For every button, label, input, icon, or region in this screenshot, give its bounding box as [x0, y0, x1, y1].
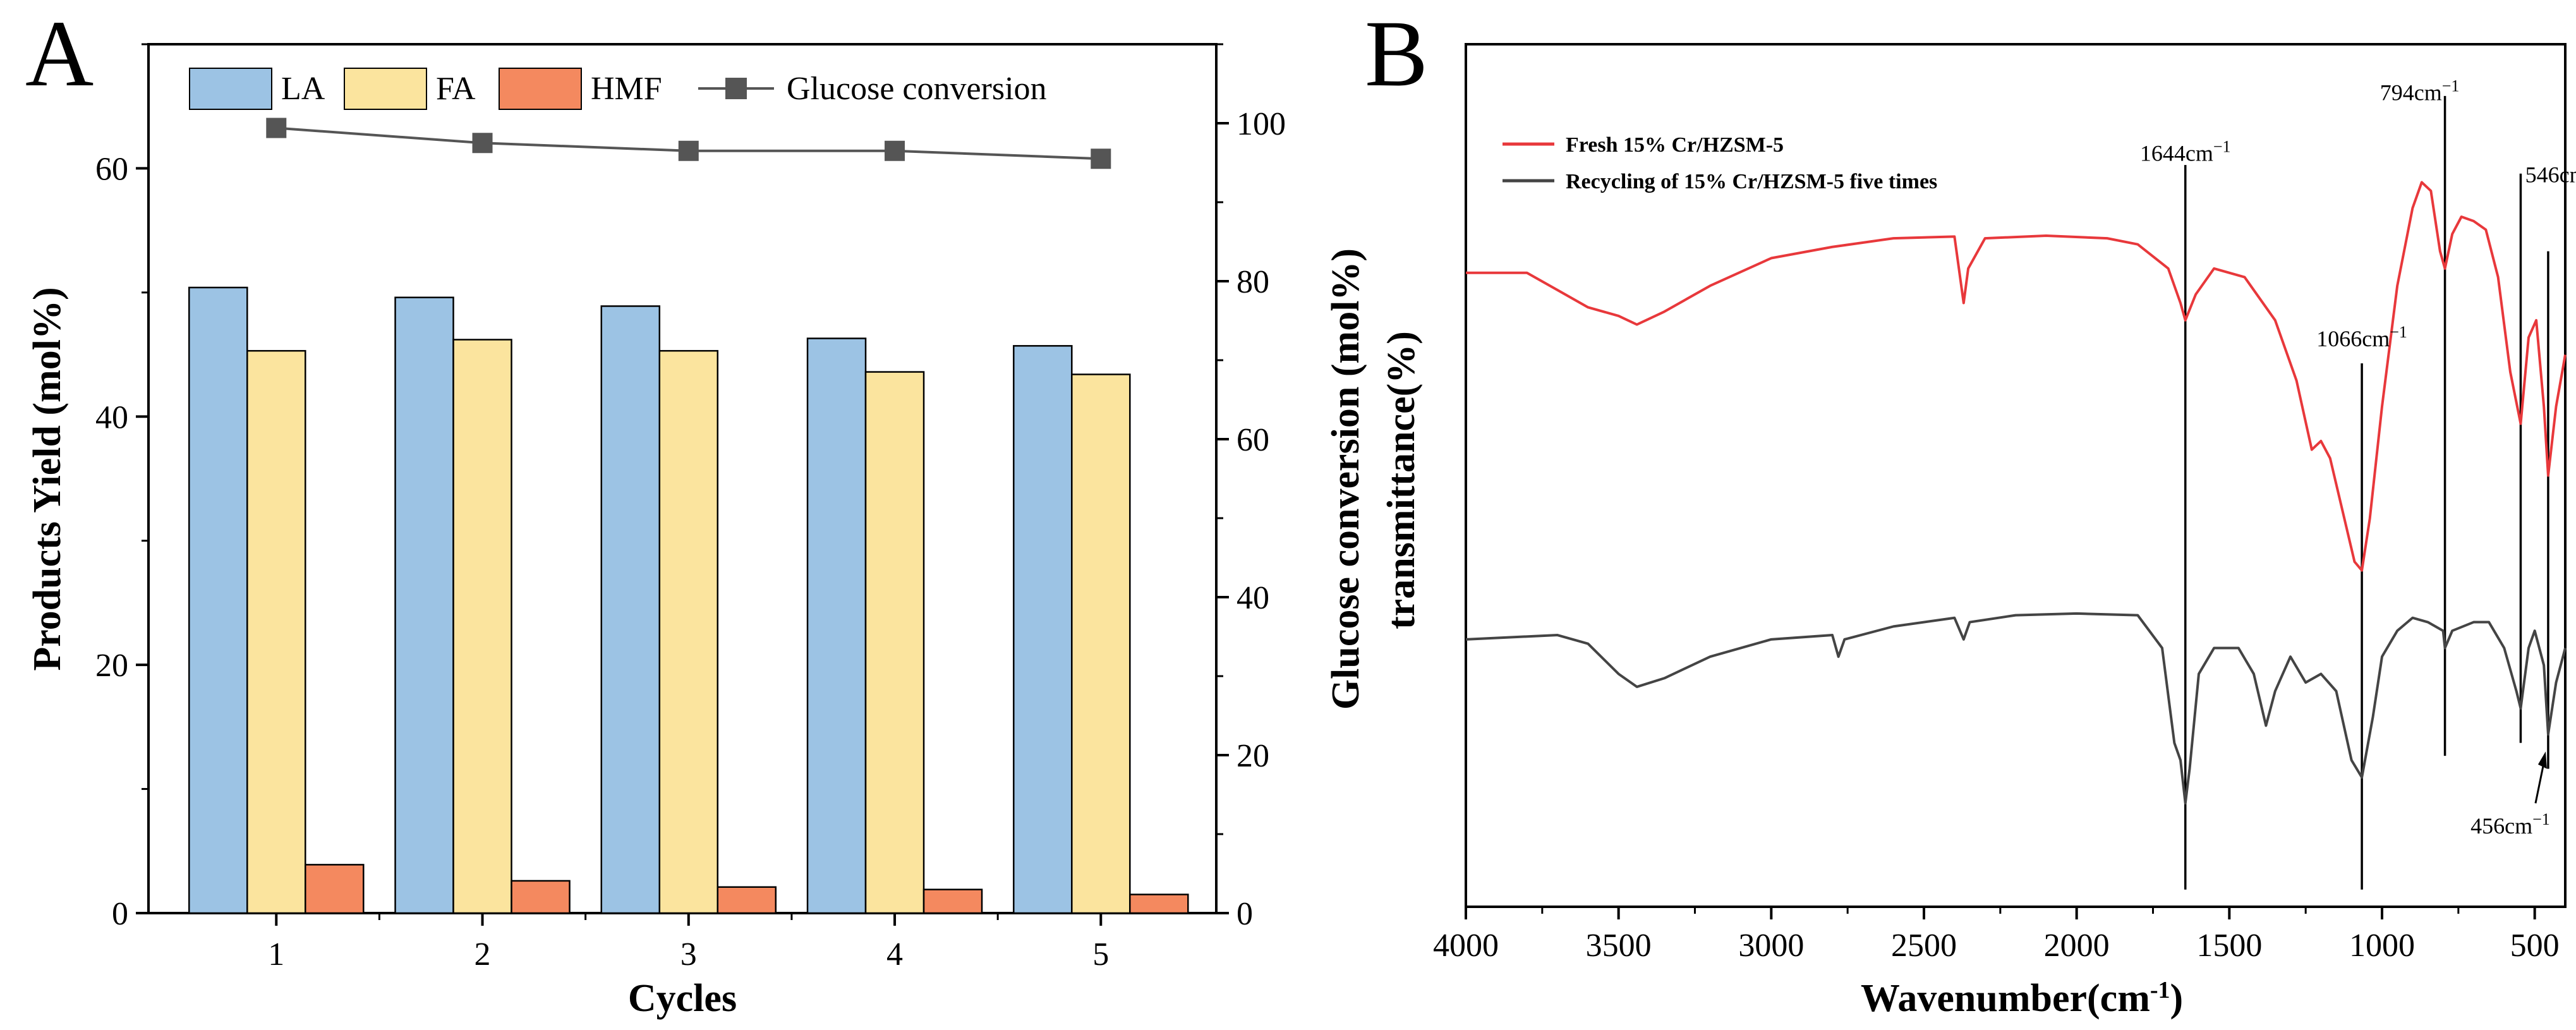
peak-label-1644: 1644cm−1 — [2140, 137, 2231, 166]
y2-tick-label-60: 60 — [1237, 422, 1269, 458]
legend-label-fresh: Fresh 15% Cr/HZSM-5 — [1566, 133, 1784, 157]
bar-la-cycle-1 — [188, 286, 248, 914]
y2-tick-label-40: 40 — [1237, 580, 1269, 616]
legend-label-fa: FA — [436, 71, 476, 107]
x-tick-label-1: 1 — [268, 936, 284, 972]
y2-tick-label-80: 80 — [1237, 264, 1269, 300]
panel-a-legend: LA FA HMF Glucose conversion — [189, 68, 1047, 110]
panel-b-peak-markers — [2184, 95, 2549, 890]
panel-b-x-axis-title-close: ) — [2170, 977, 2184, 1020]
bar-fa-cycle-1 — [246, 349, 306, 914]
y-tick-label-20: 20 — [95, 648, 128, 684]
b-x-tick-label-2500: 2500 — [1891, 928, 1957, 964]
panel-b-label: B — [1365, 1, 1428, 106]
peak-label-text-546: 546cm — [2525, 162, 2576, 187]
b-x-tick-label-500: 500 — [2510, 928, 2560, 964]
panel-a-label: A — [25, 1, 94, 106]
x-tick-label-2: 2 — [475, 936, 491, 972]
panel-b-x-axis-title-main: Wavenumber(cm — [1861, 977, 2150, 1020]
peak-label-text-1644: 1644cm — [2140, 140, 2213, 166]
b-x-tick-label-3000: 3000 — [1738, 928, 1804, 964]
peak-label-sup-1066: −1 — [2390, 322, 2407, 341]
legend-swatch-la — [189, 68, 272, 110]
b-x-tick-label-1500: 1500 — [2196, 928, 2262, 964]
legend-marker-glucose — [725, 78, 747, 99]
x-tick-label-3: 3 — [680, 936, 697, 972]
peak-label-sup-794: −1 — [2442, 76, 2460, 95]
legend-label-recycled: Recycling of 15% Cr/HZSM-5 five times — [1566, 170, 1937, 193]
panel-a-x-axis-title: Cycles — [628, 977, 737, 1020]
bar-fa-cycle-3 — [658, 349, 719, 914]
bar-hmf-cycle-3 — [717, 886, 777, 914]
legend-swatch-hmf — [499, 68, 582, 110]
y2-tick-label-20: 20 — [1237, 738, 1269, 774]
y-tick-label-0: 0 — [112, 896, 128, 932]
glucose-conversion-point-cycle-5 — [1091, 148, 1111, 169]
legend-swatch-fa — [344, 68, 427, 110]
peak-label-text-794: 794cm — [2380, 80, 2442, 106]
bar-la-cycle-3 — [600, 305, 661, 914]
spectrum-recycled — [1465, 612, 2567, 805]
peak-label-794: 794cm−1 — [2380, 76, 2460, 106]
spectrum-fresh — [1466, 181, 2567, 572]
panel-b-spectra — [1465, 181, 2567, 805]
panel-a-axes-ticks: 0 20 40 60 0 20 40 60 80 100 1 2 3 4 5 — [95, 43, 1286, 972]
bar-hmf-cycle-2 — [511, 880, 571, 914]
y-tick-label-60: 60 — [95, 151, 128, 187]
panel-a-conversion-line — [266, 118, 1111, 169]
glucose-conversion-point-cycle-2 — [472, 133, 493, 154]
panel-b-chart: B 4000 3500 3000 2500 2000 1500 1000 500 1644cm… — [1365, 1, 2576, 1020]
panel-a-y2-axis-title: Glucose conversion (mol%) — [1324, 248, 1367, 710]
legend-label-la: LA — [281, 71, 325, 107]
bar-fa-cycle-2 — [452, 339, 512, 914]
glucose-conversion-point-cycle-3 — [678, 140, 699, 161]
bar-fa-cycle-5 — [1071, 373, 1131, 914]
panel-a-bars — [188, 286, 1189, 914]
legend-label-glucose: Glucose conversion — [787, 71, 1047, 107]
peak-label-sup-1644: −1 — [2213, 137, 2231, 155]
b-x-tick-label-2000: 2000 — [2044, 928, 2110, 964]
peak-label-546: 546cm−1 — [2525, 159, 2576, 188]
peak-arrowhead-456 — [2537, 751, 2547, 769]
panel-b-legend: Fresh 15% Cr/HZSM-5 Recycling of 15% Cr/… — [1503, 133, 1937, 193]
panel-b-x-axis-ticks: 4000 3500 3000 2500 2000 1500 1000 500 — [1433, 907, 2560, 964]
y-tick-label-40: 40 — [95, 399, 128, 435]
panel-a-y-axis-title: Products Yield (mol%) — [26, 287, 69, 670]
x-tick-label-4: 4 — [886, 936, 903, 972]
glucose-conversion-point-cycle-1 — [266, 118, 287, 138]
bar-la-cycle-4 — [806, 337, 867, 914]
legend-label-hmf: HMF — [591, 71, 662, 107]
panel-b-x-axis-title-sup: -1 — [2150, 977, 2170, 1003]
x-tick-label-5: 5 — [1092, 936, 1109, 972]
bar-fa-cycle-4 — [864, 371, 925, 914]
y2-tick-label-100: 100 — [1237, 106, 1286, 142]
panel-b-plot-frame — [1465, 43, 2567, 908]
peak-label-1066: 1066cm−1 — [2316, 322, 2407, 351]
panel-a-chart: A 0 20 40 60 0 20 40 60 80 100 1 2 3 4 5 LA FA HMF Glu… — [25, 1, 1367, 1020]
b-x-tick-label-1000: 1000 — [2349, 928, 2415, 964]
peak-label-456: 456cm−1 — [2470, 809, 2550, 839]
bar-hmf-cycle-1 — [305, 864, 365, 914]
bar-la-cycle-5 — [1013, 345, 1073, 914]
b-x-tick-label-4000: 4000 — [1433, 928, 1499, 964]
peak-label-text-1066: 1066cm — [2316, 326, 2390, 351]
y2-tick-label-0: 0 — [1237, 896, 1253, 932]
b-x-tick-label-3500: 3500 — [1586, 928, 1652, 964]
bar-hmf-cycle-4 — [922, 888, 983, 914]
glucose-conversion-point-cycle-4 — [885, 140, 905, 161]
peak-label-sup-456: −1 — [2532, 809, 2550, 828]
bar-la-cycle-2 — [394, 296, 454, 914]
peak-label-text-456: 456cm — [2470, 813, 2532, 839]
panel-b-y-axis-title: transmittance(%) — [1380, 331, 1423, 629]
peak-arrow-456 — [2534, 760, 2546, 804]
panel-b-x-axis-title: Wavenumber(cm-1) — [1861, 977, 2183, 1020]
bar-hmf-cycle-5 — [1129, 894, 1189, 914]
